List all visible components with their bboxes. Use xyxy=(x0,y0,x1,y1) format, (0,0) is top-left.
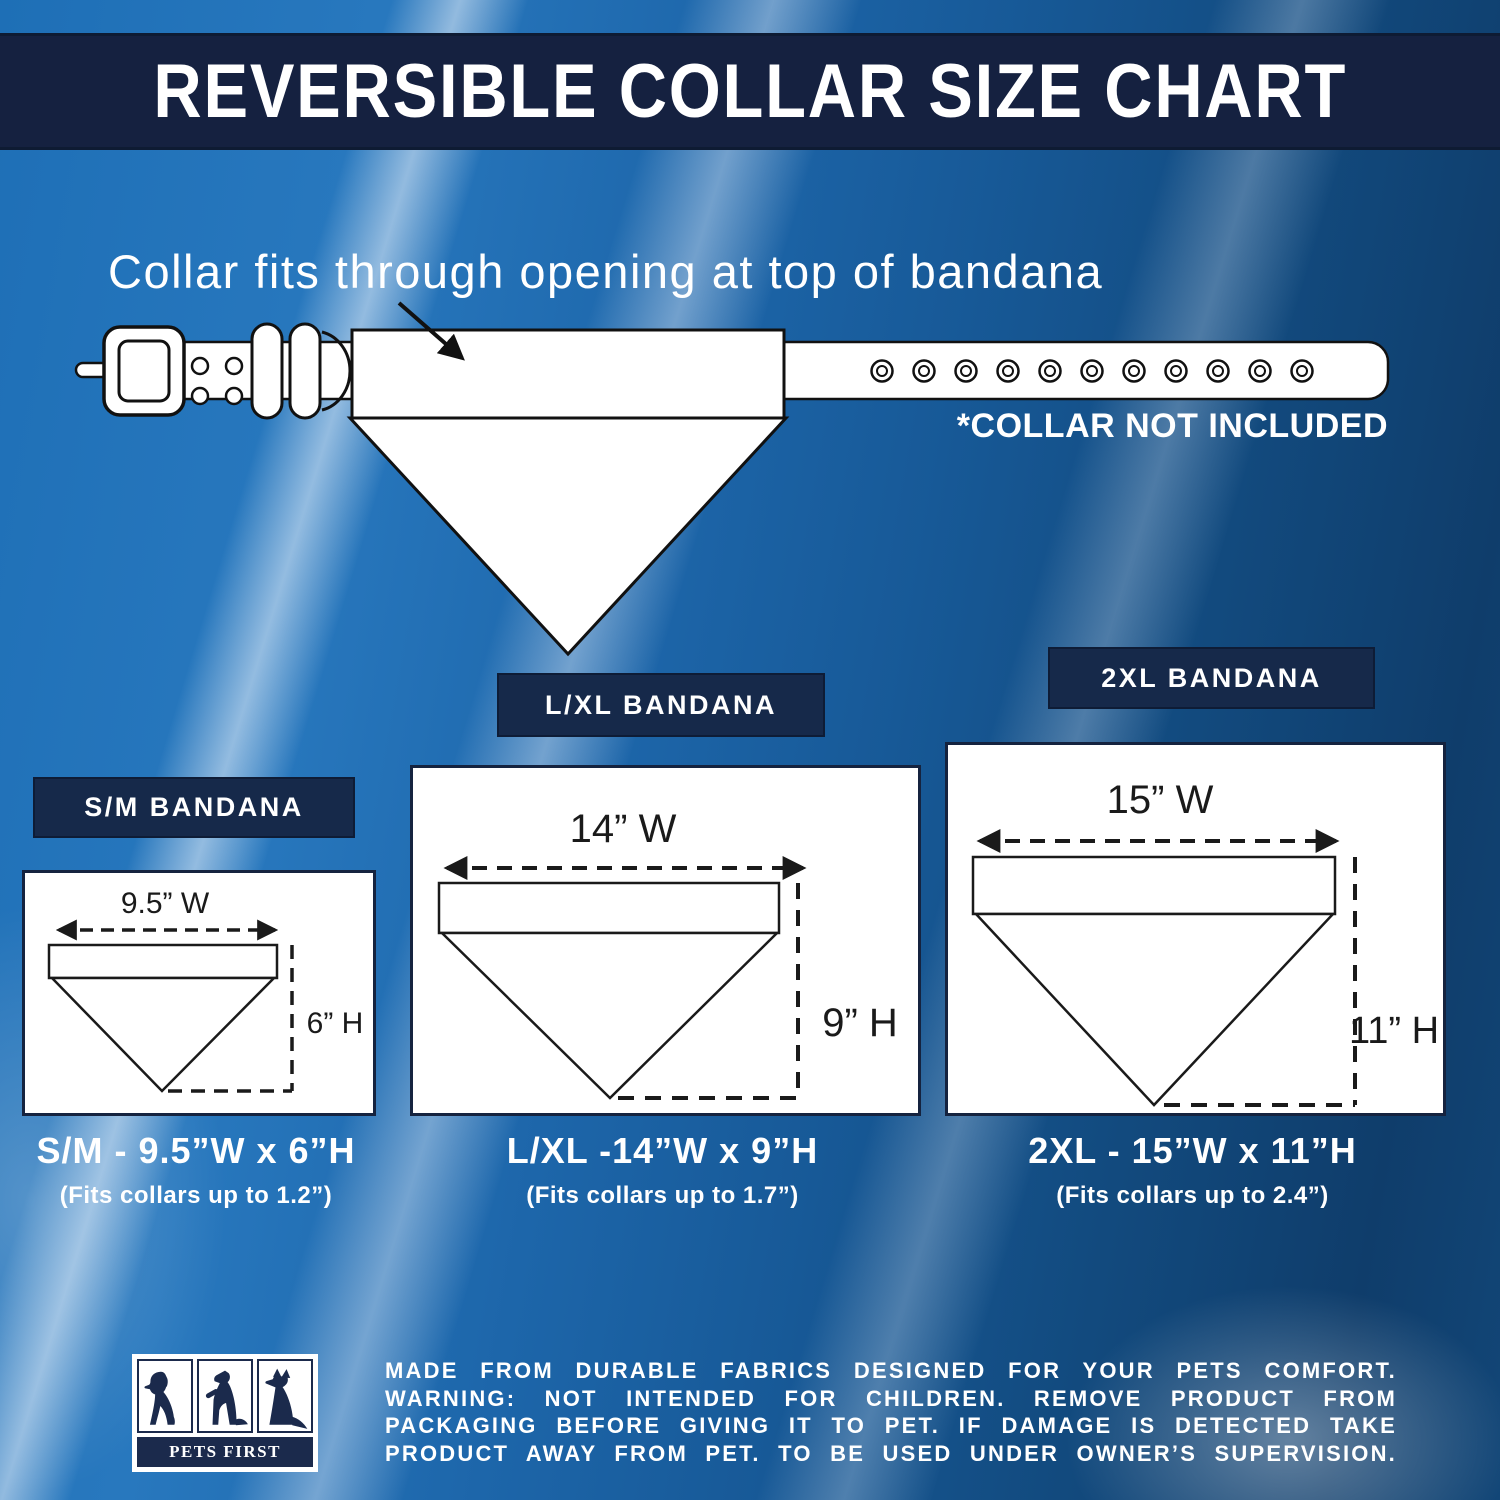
collar-eyelets xyxy=(870,359,1314,383)
begging-dog-silhouette-icon xyxy=(197,1359,253,1433)
bandana-triangle xyxy=(973,912,1336,1107)
pets-first-logo: PETS FIRST xyxy=(132,1354,318,1472)
2xl-size-panel: 15” W 11” H xyxy=(945,742,1446,1116)
lxl-size-panel: 14” W 9” H xyxy=(410,765,921,1116)
2xl-caption-size: 2XL - 15”W x 11”H xyxy=(1028,1130,1357,1171)
bandana-triangle xyxy=(49,976,277,1093)
2xl-caption-fits: (Fits collars up to 2.4”) xyxy=(1056,1182,1329,1209)
warning-line-3: PACKAGING BEFORE GIVING IT TO PET. IF DA… xyxy=(385,1413,1397,1438)
lxl-caption-size: L/XL -14”W x 9”H xyxy=(506,1130,819,1171)
bandana-band xyxy=(47,943,279,980)
pets-first-wordmark: PETS FIRST xyxy=(137,1437,313,1467)
bandana-band xyxy=(971,855,1337,916)
2xl-size-diagram: 15” W 11” H xyxy=(971,778,1439,1107)
warning-line-1: MADE FROM DURABLE FABRICS DESIGNED FOR Y… xyxy=(385,1358,1397,1383)
warning-line-2: WARNING: NOT INTENDED FOR CHILDREN. REMO… xyxy=(385,1385,1397,1411)
lxl-size-diagram: 14” W 9” H xyxy=(437,807,898,1100)
pointer-arrow xyxy=(397,301,465,361)
sm-caption-size: S/M - 9.5”W x 6”H xyxy=(36,1130,356,1171)
sm-caption-fits: (Fits collars up to 1.2”) xyxy=(59,1182,333,1209)
strap-holes xyxy=(190,356,244,406)
keeper-loops xyxy=(250,322,352,420)
2xl-bandana-label: 2XL BANDANA xyxy=(1048,647,1375,709)
bandana-sleeve xyxy=(350,328,786,420)
sm-bandana-label: S/M BANDANA xyxy=(33,777,355,838)
width-dimension-label: 15” W xyxy=(1107,778,1214,822)
height-dimension-label: 9” H xyxy=(822,1001,898,1045)
warning-text: MADE FROM DURABLE FABRICS DESIGNED FOR Y… xyxy=(385,1357,1397,1467)
collar-annotation: Collar fits through opening at top of ba… xyxy=(108,245,1104,298)
height-dimension-label: 11” H xyxy=(1349,1010,1439,1052)
logo-dog-boxes xyxy=(137,1359,313,1433)
2xl-caption: 2XL - 15”W x 11”H (Fits collars up to 2.… xyxy=(945,1130,1440,1210)
sm-size-panel: 9.5” W 6” H xyxy=(22,870,376,1116)
bandana-band xyxy=(437,881,781,935)
sm-caption: S/M - 9.5”W x 6”H (Fits collars up to 1.… xyxy=(0,1130,392,1210)
header-band: REVERSIBLE COLLAR SIZE CHART xyxy=(0,33,1500,150)
bandana-triangle xyxy=(346,416,790,657)
height-dimension-label: 6” H xyxy=(307,1007,364,1040)
width-dimension-label: 14” W xyxy=(570,807,677,851)
warning-line-4: PRODUCT AWAY FROM PET. TO BE USED UNDER … xyxy=(385,1440,1397,1466)
collar-not-included-note: *COLLAR NOT INCLUDED xyxy=(956,407,1388,445)
lxl-caption-fits: (Fits collars up to 1.7”) xyxy=(526,1182,799,1209)
shepherd-silhouette-icon xyxy=(257,1359,313,1433)
buckle xyxy=(102,325,186,417)
lxl-bandana-label: L/XL BANDANA xyxy=(497,673,825,737)
page-title: REVERSIBLE COLLAR SIZE CHART xyxy=(153,49,1347,134)
bandana-triangle xyxy=(438,931,781,1100)
lxl-caption: L/XL -14”W x 9”H (Fits collars up to 1.7… xyxy=(425,1130,900,1210)
sm-size-diagram: 9.5” W 6” H xyxy=(47,887,364,1093)
collar-bandana-illustration xyxy=(74,301,1390,657)
width-dimension-label: 9.5” W xyxy=(121,887,210,920)
labrador-silhouette-icon xyxy=(137,1359,193,1433)
